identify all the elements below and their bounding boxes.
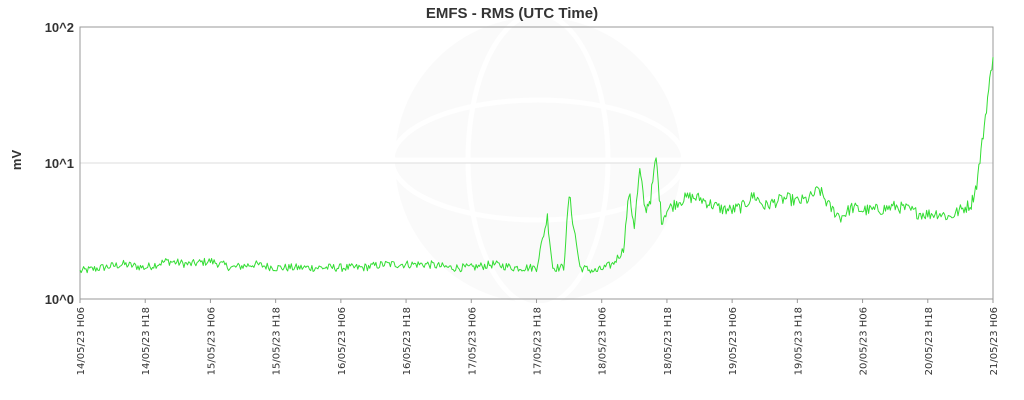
x-tick-label: 14/05/23 H06 [76,307,87,375]
x-tick-label: 16/05/23 H18 [402,307,413,375]
x-tick-label: 18/05/23 H06 [598,307,609,375]
x-tick-label: 15/05/23 H06 [206,307,217,375]
x-tick-label: 17/05/23 H06 [467,307,478,375]
y-tick-label: 10^2 [45,20,74,35]
x-tick-label: 19/05/23 H18 [793,307,804,375]
y-axis-ticks: 10^0 10^1 10^2 [45,20,74,307]
y-axis-label: mV [9,150,24,171]
x-tick-label: 14/05/23 H18 [141,307,152,375]
x-tick-label: 21/05/23 H06 [989,307,1000,375]
x-tick-label: 16/05/23 H06 [337,307,348,375]
x-tick-label: 19/05/23 H06 [728,307,739,375]
globe-watermark-icon [389,11,687,309]
x-tick-label: 18/05/23 H18 [663,307,674,375]
y-tick-label: 10^0 [45,292,74,307]
x-axis-ticks: 14/05/23 H06 14/05/23 H18 15/05/23 H06 15/0… [76,299,1000,375]
x-tick-label: 15/05/23 H18 [272,307,283,375]
x-tick-label: 20/05/23 H06 [859,307,870,375]
rms-series-line [79,57,994,274]
chart-title: EMFS - RMS (UTC Time) [426,5,598,22]
x-tick-label: 20/05/23 H18 [924,307,935,375]
y-tick-label: 10^1 [45,156,74,171]
x-tick-label: 17/05/23 H18 [533,307,544,375]
